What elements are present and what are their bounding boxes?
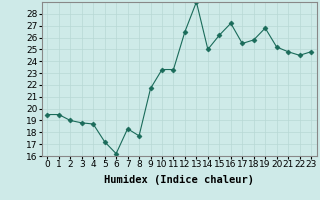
X-axis label: Humidex (Indice chaleur): Humidex (Indice chaleur) (104, 175, 254, 185)
